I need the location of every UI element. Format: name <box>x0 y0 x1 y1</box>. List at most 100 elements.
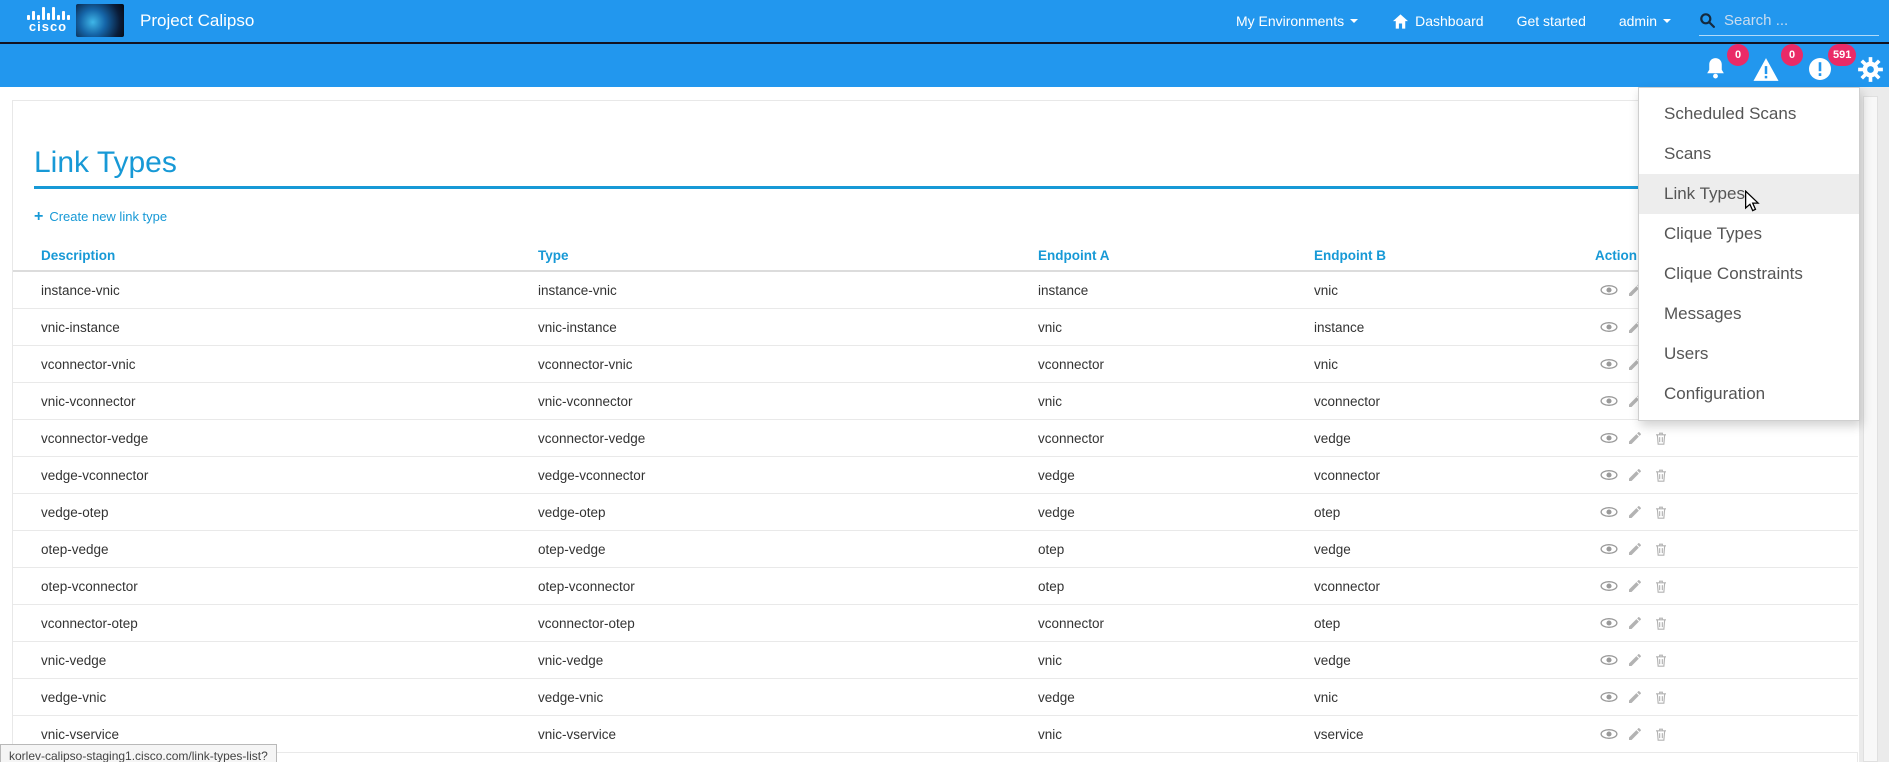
cell-type: vnic-instance <box>538 320 1038 335</box>
eye-icon <box>1600 468 1618 482</box>
table-row: otep-vedge otep-vedge otep vedge <box>13 531 1858 568</box>
view-button[interactable] <box>1600 725 1618 743</box>
delete-button[interactable] <box>1652 466 1670 484</box>
view-button[interactable] <box>1600 614 1618 632</box>
eye-icon <box>1600 653 1618 667</box>
delete-button[interactable] <box>1652 429 1670 447</box>
cell-endpoint-a: otep <box>1038 542 1314 557</box>
table-row: vedge-otep vedge-otep vedge otep <box>13 494 1858 531</box>
menu-item-users[interactable]: Users <box>1639 334 1859 374</box>
view-button[interactable] <box>1600 429 1618 447</box>
cell-description: vconnector-vedge <box>41 431 538 446</box>
table-row: instance-vnic instance-vnic instance vni… <box>13 272 1858 309</box>
home-icon <box>1391 12 1410 31</box>
notifications-bell-button[interactable] <box>1703 56 1728 86</box>
menu-item-scheduled-scans[interactable]: Scheduled Scans <box>1639 94 1859 134</box>
delete-button[interactable] <box>1652 725 1670 743</box>
create-new-link-type-button[interactable]: + Create new link type <box>34 209 167 224</box>
menu-item-configuration[interactable]: Configuration <box>1639 374 1859 414</box>
eye-icon <box>1600 542 1618 556</box>
cell-endpoint-b: vedge <box>1314 431 1595 446</box>
pencil-icon <box>1627 615 1643 631</box>
delete-button[interactable] <box>1652 651 1670 669</box>
search-input[interactable] <box>1724 12 1864 29</box>
search-icon <box>1699 12 1716 29</box>
trash-icon <box>1653 430 1669 447</box>
row-actions <box>1595 466 1858 484</box>
menu-item-link-types[interactable]: Link Types <box>1639 174 1859 214</box>
view-button[interactable] <box>1600 540 1618 558</box>
get-started-link[interactable]: Get started <box>1517 13 1586 29</box>
content-card: Link Types + Create new link type Descri… <box>12 100 1858 762</box>
top-navbar: cisco Project Calipso My Environments Da… <box>0 0 1889 42</box>
link-types-table: Description Type Endpoint A Endpoint B A… <box>13 241 1858 753</box>
edit-button[interactable] <box>1626 614 1644 632</box>
edit-button[interactable] <box>1626 466 1644 484</box>
row-actions <box>1595 725 1858 743</box>
table-row: otep-vconnector otep-vconnector otep vco… <box>13 568 1858 605</box>
cell-description: vnic-vedge <box>41 653 538 668</box>
menu-item-clique-types[interactable]: Clique Types <box>1639 214 1859 254</box>
brand-thumbnail-image <box>76 4 124 37</box>
menu-item-label: Users <box>1664 344 1708 364</box>
cell-endpoint-a: vnic <box>1038 320 1314 335</box>
view-button[interactable] <box>1600 355 1618 373</box>
cell-description: vnic-vservice <box>41 727 538 742</box>
delete-button[interactable] <box>1652 540 1670 558</box>
delete-button[interactable] <box>1652 577 1670 595</box>
table-row: vconnector-otep vconnector-otep vconnect… <box>13 605 1858 642</box>
table-row: vnic-instance vnic-instance vnic instanc… <box>13 309 1858 346</box>
eye-icon <box>1600 505 1618 519</box>
delete-button[interactable] <box>1652 688 1670 706</box>
chevron-down-icon <box>1350 19 1358 23</box>
menu-item-label: Clique Types <box>1664 224 1762 244</box>
trash-icon <box>1653 726 1669 743</box>
view-button[interactable] <box>1600 651 1618 669</box>
menu-item-clique-constraints[interactable]: Clique Constraints <box>1639 254 1859 294</box>
edit-button[interactable] <box>1626 577 1644 595</box>
view-button[interactable] <box>1600 503 1618 521</box>
cell-type: vedge-vconnector <box>538 468 1038 483</box>
cell-description: otep-vedge <box>41 542 538 557</box>
edit-button[interactable] <box>1626 540 1644 558</box>
errors-button[interactable] <box>1808 57 1832 86</box>
trash-icon <box>1653 541 1669 558</box>
menu-item-label: Scans <box>1664 144 1711 164</box>
delete-button[interactable] <box>1652 614 1670 632</box>
row-actions <box>1595 540 1858 558</box>
edit-button[interactable] <box>1626 688 1644 706</box>
table-row: vnic-vconnector vnic-vconnector vnic vco… <box>13 383 1858 420</box>
edit-button[interactable] <box>1626 429 1644 447</box>
cell-endpoint-b: otep <box>1314 616 1595 631</box>
row-actions <box>1595 688 1858 706</box>
scrollbar[interactable] <box>1863 96 1878 762</box>
menu-item-messages[interactable]: Messages <box>1639 294 1859 334</box>
plus-icon: + <box>34 210 43 223</box>
user-menu[interactable]: admin <box>1619 13 1671 29</box>
cell-type: vconnector-vnic <box>538 357 1038 372</box>
view-button[interactable] <box>1600 688 1618 706</box>
view-button[interactable] <box>1600 577 1618 595</box>
dashboard-link[interactable]: Dashboard <box>1391 12 1484 31</box>
warnings-button[interactable] <box>1752 57 1780 87</box>
app-title: Project Calipso <box>140 0 254 42</box>
edit-button[interactable] <box>1626 651 1644 669</box>
table-row: vnic-vedge vnic-vedge vnic vedge <box>13 642 1858 679</box>
cell-endpoint-b: vconnector <box>1314 579 1595 594</box>
menu-item-scans[interactable]: Scans <box>1639 134 1859 174</box>
cell-endpoint-a: vedge <box>1038 690 1314 705</box>
my-environments-menu[interactable]: My Environments <box>1236 13 1358 29</box>
edit-button[interactable] <box>1626 503 1644 521</box>
view-button[interactable] <box>1600 281 1618 299</box>
settings-button[interactable] <box>1857 56 1884 88</box>
pencil-icon <box>1627 467 1643 483</box>
trash-icon <box>1653 652 1669 669</box>
edit-button[interactable] <box>1626 725 1644 743</box>
view-button[interactable] <box>1600 318 1618 336</box>
delete-button[interactable] <box>1652 503 1670 521</box>
table-row: vedge-vnic vedge-vnic vedge vnic <box>13 679 1858 716</box>
view-button[interactable] <box>1600 466 1618 484</box>
view-button[interactable] <box>1600 392 1618 410</box>
eye-icon <box>1600 394 1618 408</box>
error-circle-icon <box>1808 57 1832 81</box>
